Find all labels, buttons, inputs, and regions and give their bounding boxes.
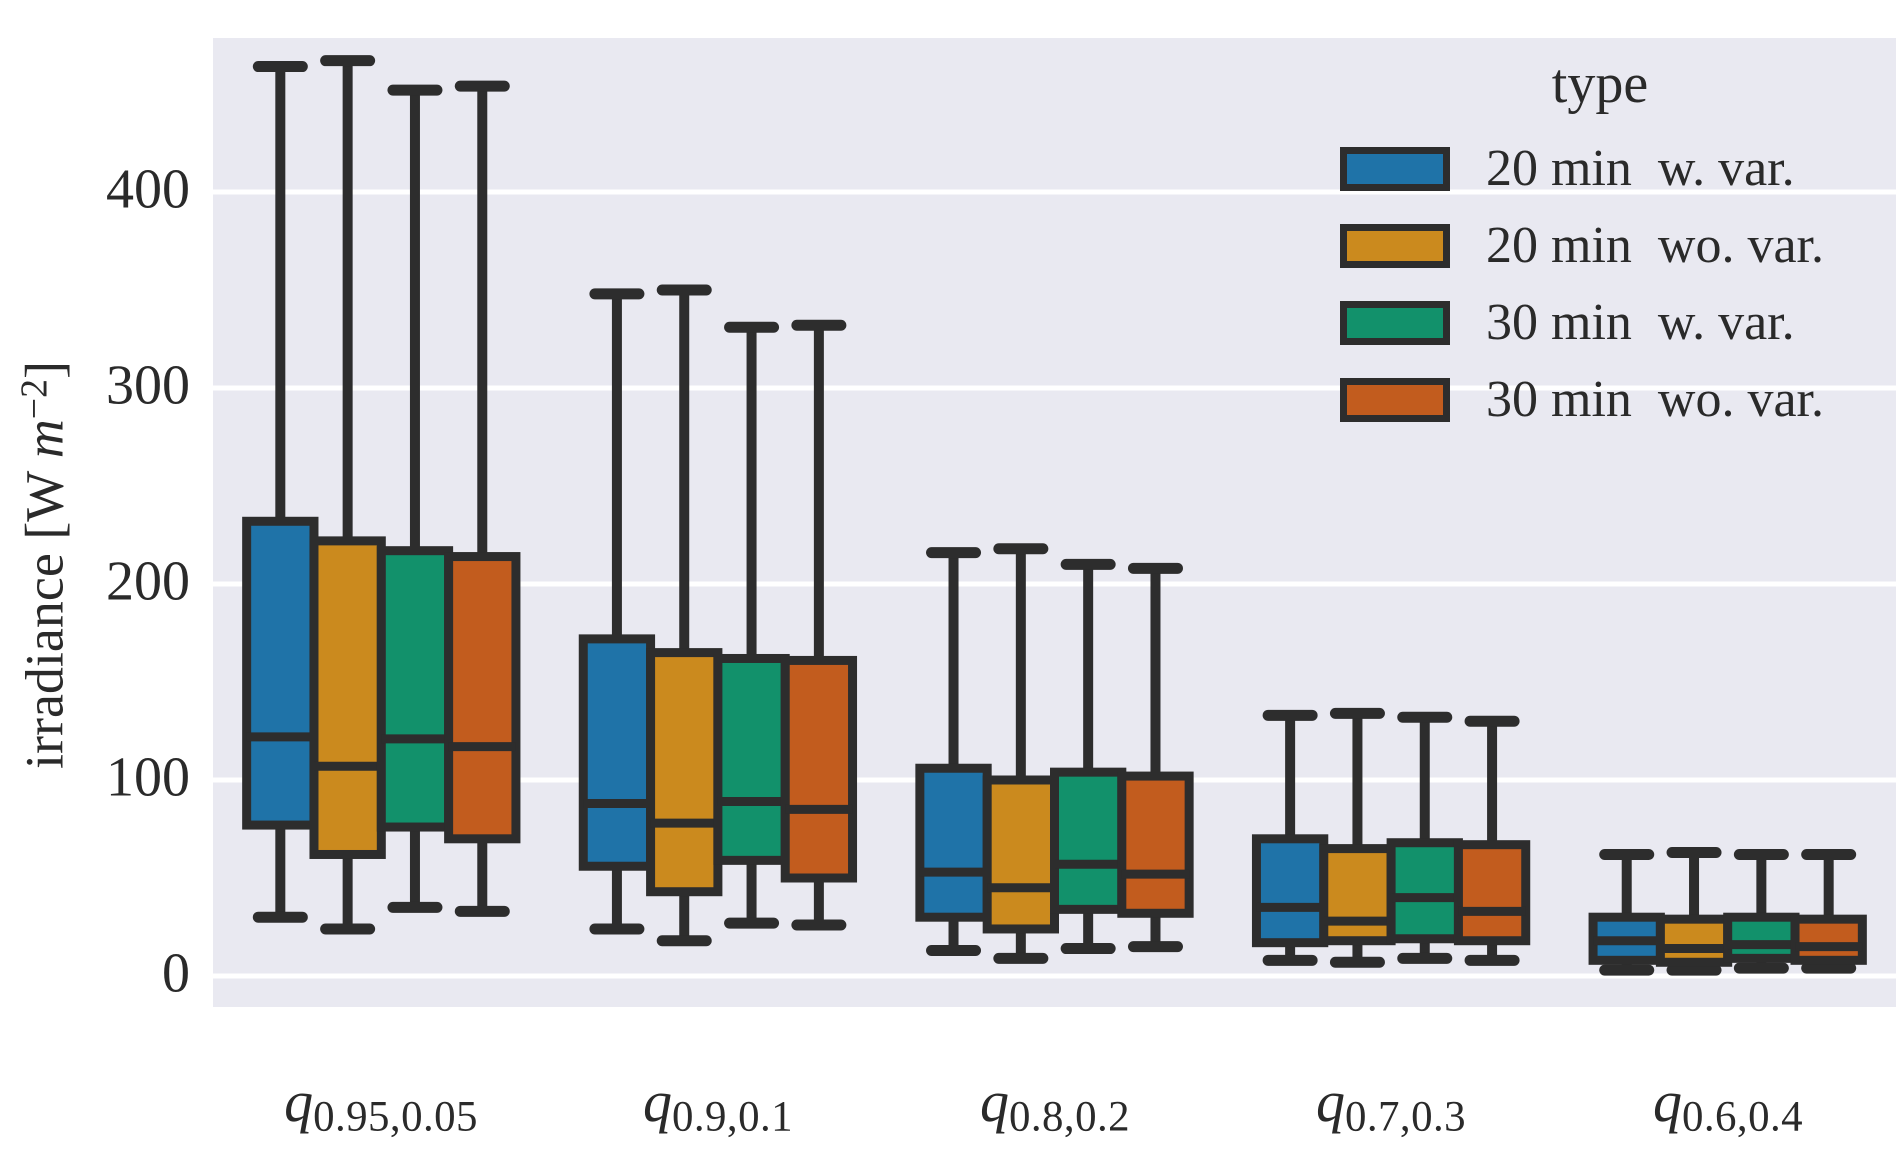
box-g4-s3 <box>1790 914 1867 965</box>
y-tick-0: 0 <box>162 942 190 1005</box>
box-g0-s1 <box>309 536 386 859</box>
legend-swatch-20min-wo-var <box>1340 223 1450 268</box>
legend-title: type <box>1551 53 1649 115</box>
box-g1-s3 <box>780 655 858 883</box>
box-g0-s3 <box>444 552 521 844</box>
box-g3-s0 <box>1251 834 1329 948</box>
y-tick-100: 100 <box>106 746 190 809</box>
x-tick-q07-03: q0.7,0.3 <box>1316 1069 1466 1141</box>
box-g3-s1 <box>1319 844 1396 946</box>
x-tick-q095-005: q0.95,0.05 <box>284 1069 478 1141</box>
legend-label-20min-wo-var: 20 min wo. var. <box>1486 217 1824 274</box>
y-tick-200: 200 <box>106 550 190 613</box>
x-tick-q08-02: q0.8,0.2 <box>980 1069 1130 1141</box>
box-g4-s1 <box>1655 914 1733 967</box>
box-g2-s0 <box>915 763 992 922</box>
box-g3-s3 <box>1453 840 1531 946</box>
legend-swatch-20min-w-var <box>1340 146 1450 191</box>
box-g1-s1 <box>646 648 723 897</box>
x-tick-q09-01: q0.9,0.1 <box>643 1069 793 1141</box>
legend-label-30min-wo-var: 30 min wo. var. <box>1486 371 1824 428</box>
box-g1-s2 <box>713 653 790 865</box>
box-g2-s1 <box>982 775 1059 934</box>
box-g1-s0 <box>578 634 656 871</box>
box-g0-s2 <box>376 546 454 832</box>
box-g2-s3 <box>1117 771 1194 918</box>
legend-label-30min-w-var: 30 min w. var. <box>1486 294 1795 351</box>
box-g2-s2 <box>1050 767 1127 914</box>
y-tick-300: 300 <box>106 354 190 417</box>
legend-entry-30min-w-var: 30 min w. var. <box>1340 284 1860 361</box>
legend-swatch-30min-w-var <box>1340 300 1450 345</box>
y-tick-400: 400 <box>106 158 190 221</box>
legend-entry-20min-wo-var: 20 min wo. var. <box>1340 207 1860 284</box>
box-g4-s2 <box>1723 912 1800 963</box>
legend-swatch-30min-wo-var <box>1340 377 1450 422</box>
legend-label-20min-w-var: 20 min w. var. <box>1486 140 1795 197</box>
box-g3-s2 <box>1386 838 1463 944</box>
legend-entry-20min-w-var: 20 min w. var. <box>1340 130 1860 207</box>
box-g0-s0 <box>242 516 319 830</box>
legend: type 20 min w. var. 20 min wo. var. 30 m… <box>1340 52 1860 438</box>
legend-entry-30min-wo-var: 30 min wo. var. <box>1340 361 1860 438</box>
x-tick-q06-04: q0.6,0.4 <box>1653 1069 1803 1141</box>
